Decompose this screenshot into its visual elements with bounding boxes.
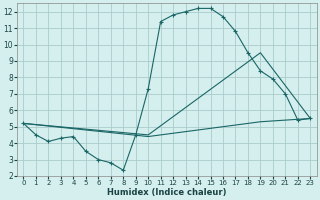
X-axis label: Humidex (Indice chaleur): Humidex (Indice chaleur) (107, 188, 227, 197)
